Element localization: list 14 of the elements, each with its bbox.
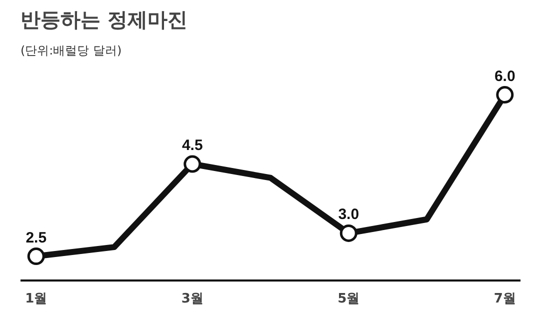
x-tick-label: 1월: [25, 292, 48, 306]
chart-title: 반등하는 정제마진: [20, 8, 188, 32]
x-tick-label: 7월: [494, 292, 516, 306]
data-label: 6.0: [494, 68, 516, 85]
x-tick-label: 3월: [181, 292, 204, 306]
point: [340, 224, 358, 242]
data-label: 4.5: [182, 137, 203, 154]
point: [496, 86, 514, 104]
chart-subtitle: (단위:배럴당 달러): [20, 44, 122, 58]
data-label: 2.5: [26, 229, 47, 246]
point: [184, 155, 202, 173]
point: [27, 248, 45, 266]
data-label: 3.0: [338, 206, 360, 224]
x-tick-label: 5월: [338, 292, 360, 306]
